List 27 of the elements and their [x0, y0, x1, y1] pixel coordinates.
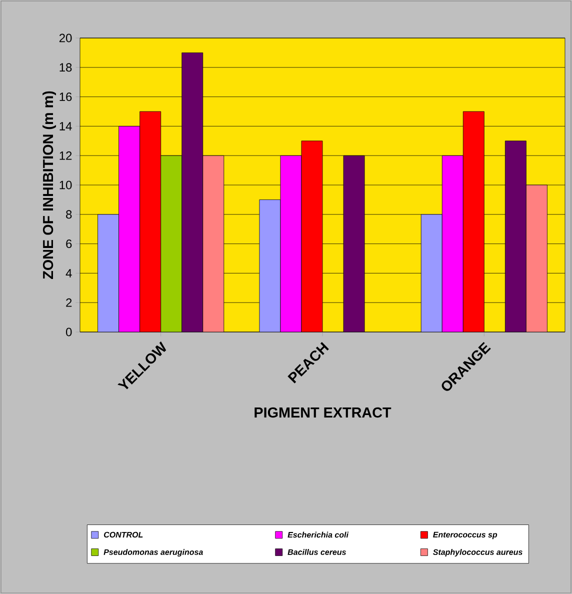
bar: [526, 184, 548, 332]
y-tick-label: 16: [60, 92, 72, 102]
bar: [504, 140, 526, 332]
bar: [140, 111, 162, 332]
x-axis-title: PIGMENT EXTRACT: [254, 407, 392, 418]
y-tick-label: 20: [59, 34, 72, 42]
y-tick-label: 6: [66, 240, 72, 248]
bar: [462, 111, 484, 332]
legend-label: Bacillus cereus: [288, 549, 346, 555]
y-tick-label: 14: [60, 122, 72, 130]
bar: [343, 155, 365, 332]
y-tick-label: 0: [66, 328, 72, 336]
bar: [301, 140, 323, 332]
y-tick-label: 12: [60, 151, 72, 160]
y-tick-label: 18: [60, 63, 72, 72]
bar: [202, 155, 224, 332]
legend-label: Staphylococcus aureus: [432, 549, 522, 557]
legend-label: Pseudomonas aeruginosa: [104, 549, 203, 557]
y-tick-label: 8: [66, 210, 72, 219]
bar: [182, 52, 204, 332]
y-tick-label: 4: [66, 269, 72, 278]
legend-label: Enterococcus sp: [433, 532, 498, 540]
legend-label: Escherichia coli: [288, 532, 349, 538]
y-tick-label: 2: [66, 298, 72, 307]
y-axis-title: ZONE OF INHIBITION (m m): [42, 91, 56, 279]
legend-label: CONTROL: [104, 532, 143, 538]
y-tick-label: 10: [60, 180, 72, 190]
